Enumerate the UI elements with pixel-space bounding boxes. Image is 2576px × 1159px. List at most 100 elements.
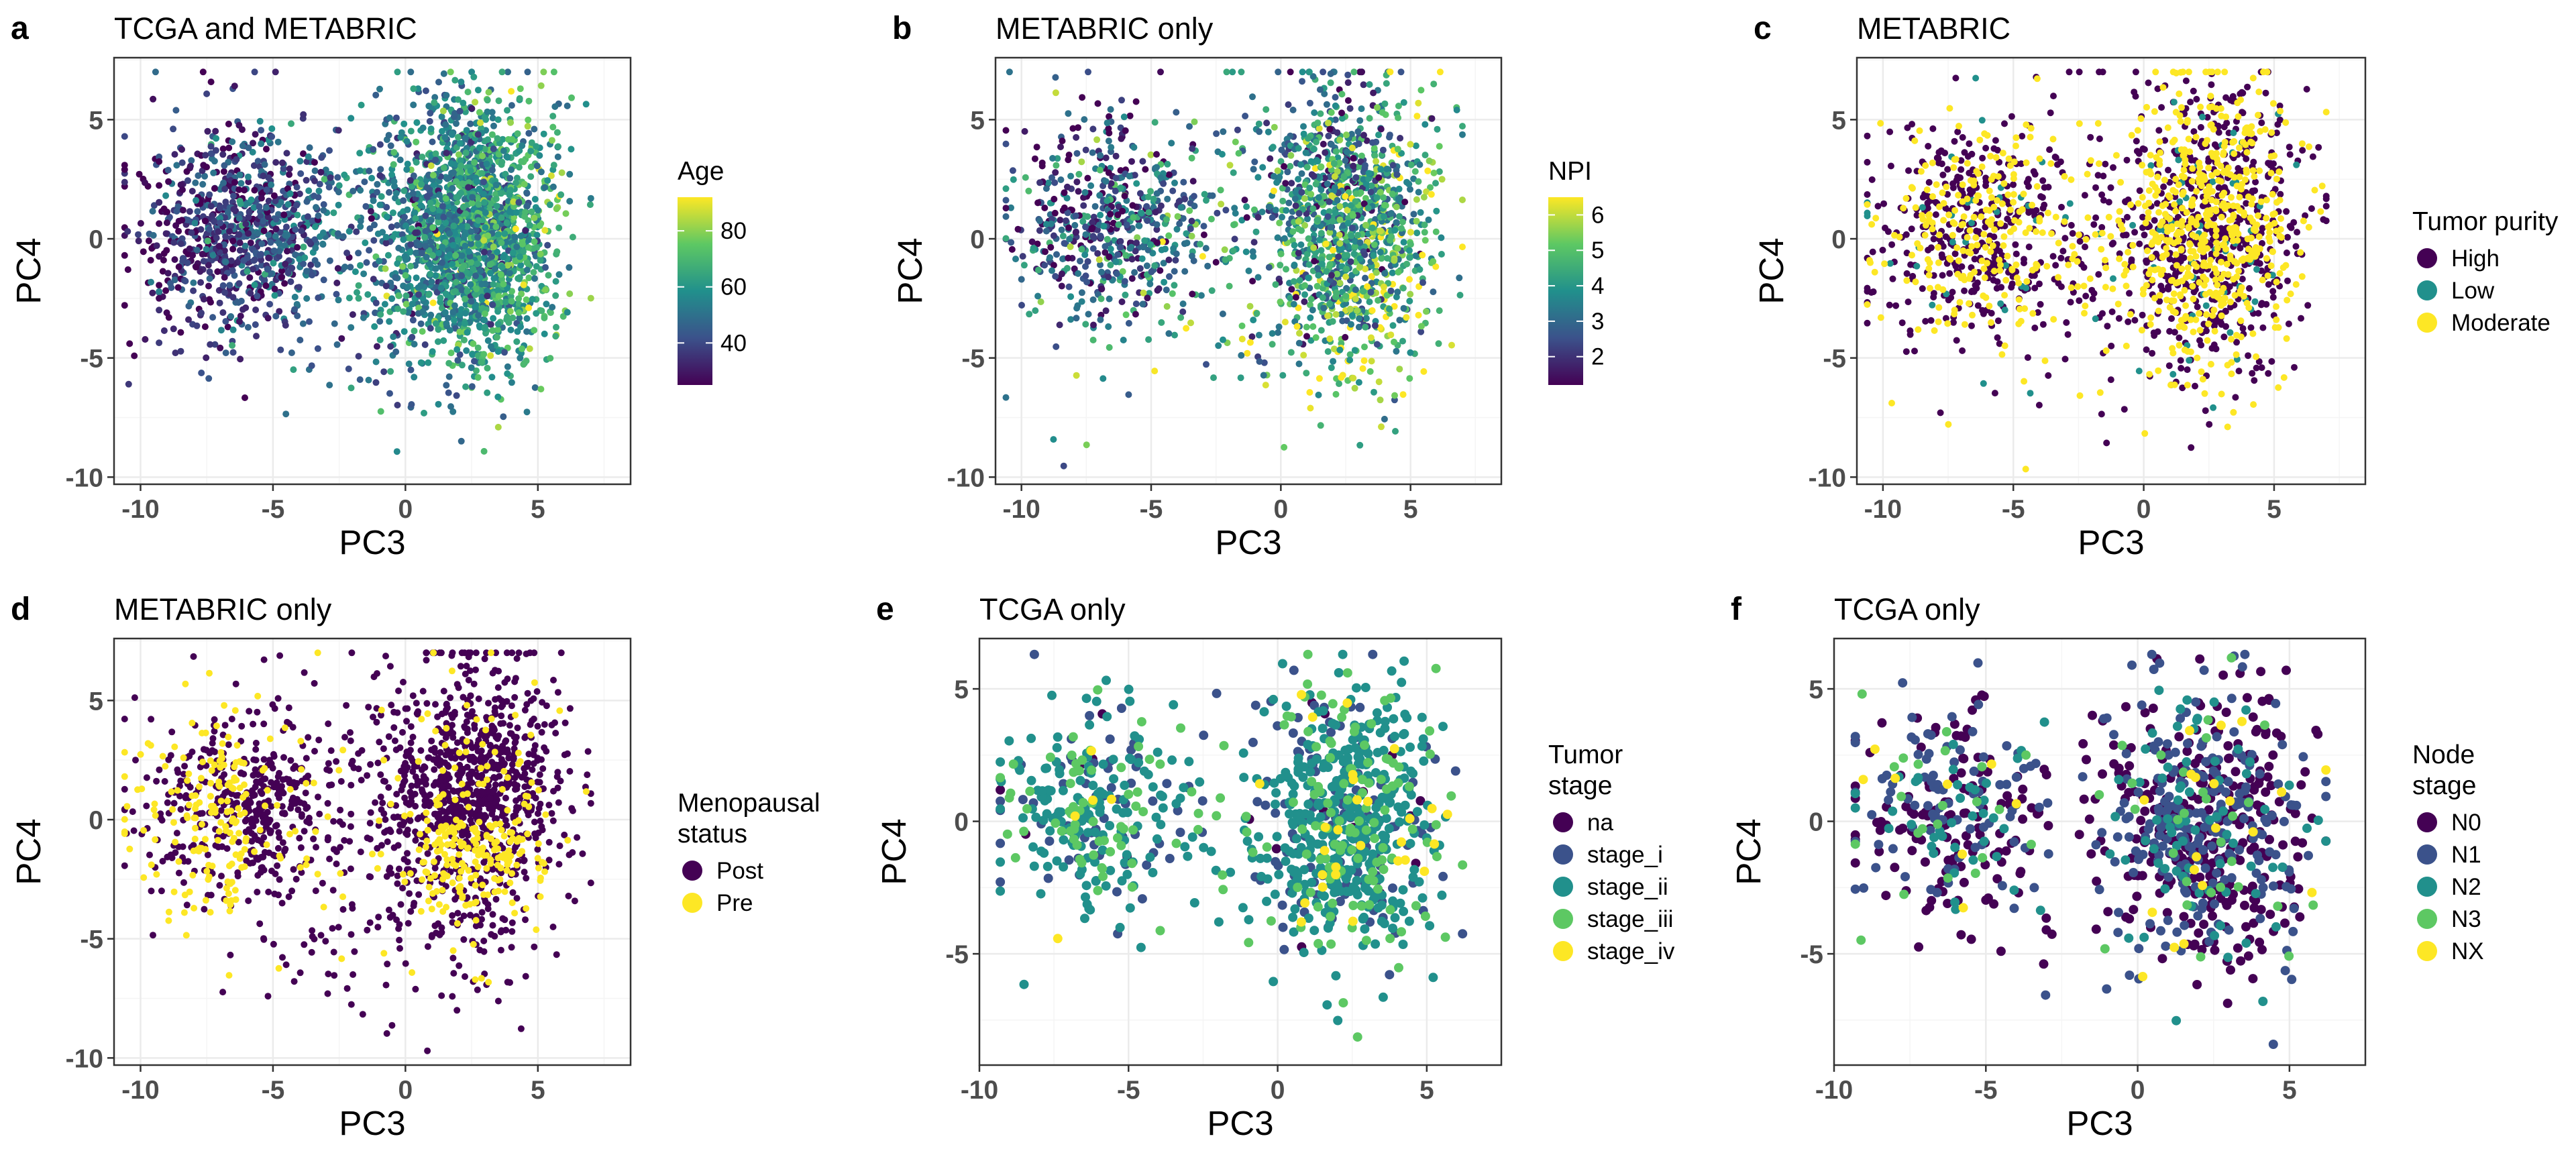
data-point [1396, 317, 1403, 324]
data-point [305, 153, 312, 160]
data-point [316, 180, 323, 188]
data-point [1399, 284, 1407, 292]
data-point [1356, 255, 1364, 262]
data-point [1305, 68, 1313, 76]
data-point [1215, 342, 1222, 349]
data-point [427, 217, 435, 224]
data-point [1336, 380, 1342, 388]
data-point [320, 276, 327, 284]
data-point [403, 137, 411, 145]
data-point [1143, 203, 1150, 210]
data-point [229, 342, 236, 349]
data-point [160, 250, 168, 257]
data-point [582, 101, 590, 108]
data-point [1197, 292, 1205, 299]
data-point [311, 257, 319, 264]
data-point [501, 230, 508, 237]
data-point [174, 284, 182, 291]
data-point [347, 324, 355, 331]
data-point [477, 267, 484, 274]
data-point [320, 207, 327, 214]
data-point [1436, 68, 1444, 76]
data-point [1389, 322, 1397, 329]
data-point [271, 247, 278, 254]
data-point [353, 228, 360, 235]
data-point [462, 210, 469, 217]
data-point [1343, 148, 1350, 156]
data-point [1387, 68, 1394, 76]
data-point [1393, 171, 1401, 178]
data-point [229, 138, 236, 146]
data-point [142, 336, 149, 343]
data-point [493, 203, 500, 210]
data-point [453, 178, 460, 185]
data-point [1018, 302, 1025, 309]
data-point [1153, 164, 1161, 171]
data-point [294, 243, 301, 251]
data-point [507, 119, 515, 126]
data-point [407, 241, 415, 248]
data-point [475, 201, 482, 208]
data-point [1291, 262, 1298, 268]
data-point [508, 135, 516, 143]
data-point [487, 343, 494, 350]
colorbar-label: 60 [720, 274, 747, 300]
data-point [186, 245, 193, 252]
data-point [437, 294, 444, 302]
data-point [402, 272, 409, 279]
colorbar-label: 80 [720, 218, 747, 244]
data-point [1274, 167, 1281, 174]
data-point [435, 191, 443, 199]
data-point [1352, 295, 1359, 302]
data-point [300, 111, 307, 118]
data-point [390, 209, 396, 217]
data-point [1335, 253, 1342, 260]
data-point [1012, 256, 1019, 263]
data-point [500, 254, 507, 261]
data-point [251, 68, 258, 76]
data-point [357, 217, 364, 225]
data-point [1377, 166, 1385, 173]
data-point [1379, 109, 1386, 116]
data-point [1222, 256, 1229, 264]
data-point [1272, 207, 1279, 214]
data-point [1104, 235, 1111, 243]
data-point [449, 260, 456, 268]
data-point [1210, 374, 1217, 382]
data-point [1348, 224, 1356, 231]
data-point [1287, 152, 1295, 159]
data-point [263, 146, 270, 153]
data-point [1204, 262, 1212, 270]
data-point [1358, 152, 1365, 160]
data-point [453, 392, 460, 399]
data-point [1154, 239, 1161, 246]
data-point [521, 180, 528, 188]
data-point [227, 313, 235, 320]
data-point [1350, 374, 1357, 382]
data-point [1172, 257, 1179, 264]
data-point [1049, 155, 1057, 162]
data-point [235, 299, 242, 306]
data-point [278, 274, 285, 281]
data-point [1230, 247, 1237, 254]
x-tick-label: -10 [121, 495, 159, 524]
data-point [1330, 247, 1337, 254]
data-point [1220, 128, 1227, 135]
data-point [1058, 226, 1065, 233]
data-point [415, 85, 422, 93]
data-point [1122, 311, 1130, 319]
data-point [189, 252, 197, 259]
data-point [1318, 229, 1325, 237]
data-point [1436, 143, 1443, 150]
data-point [1199, 253, 1206, 260]
data-point [1107, 106, 1114, 113]
data-point [230, 192, 237, 200]
data-point [472, 99, 479, 106]
data-point [1377, 125, 1385, 133]
data-point [1307, 296, 1315, 303]
data-point [1407, 141, 1414, 148]
data-point [372, 91, 380, 99]
data-point [1034, 266, 1042, 274]
x-tick-label: -10 [1002, 495, 1040, 524]
data-point [258, 195, 265, 202]
